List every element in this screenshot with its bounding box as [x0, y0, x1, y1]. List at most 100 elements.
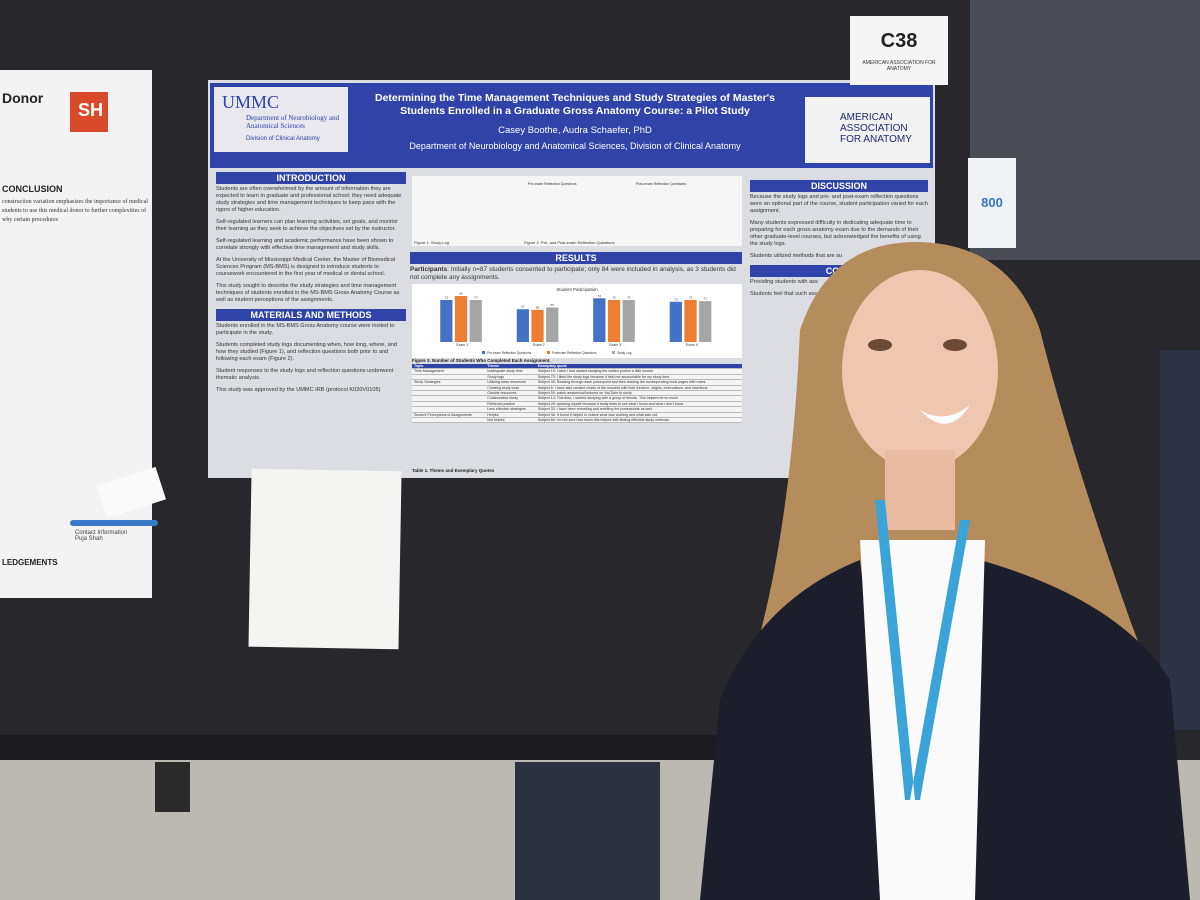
table-row: Student Perceptions of Assignments Helpfu… — [412, 412, 742, 419]
value-label: 56 — [536, 305, 540, 309]
left-text: construction variation emphasizes the im… — [2, 199, 148, 223]
section-heading: DISCUSSION — [750, 180, 928, 192]
shirt — [860, 540, 985, 900]
left-logo-box — [70, 92, 108, 132]
paragraph: Students completed study logs documentin… — [216, 342, 397, 362]
table-row: Creating study tools Subject 6: I have al… — [412, 385, 742, 392]
left-column: INTRODUCTION Students are often overwhel… — [216, 170, 406, 470]
value-label: 76 — [598, 294, 602, 298]
side-tag — [968, 158, 1016, 248]
paragraph: Students feel that such ass — [750, 291, 818, 297]
value-label: 73 — [689, 296, 693, 300]
table-header-row: Topic Theme Exemplary quote — [412, 364, 742, 370]
face — [842, 270, 998, 470]
bar — [699, 301, 712, 342]
neck — [885, 450, 955, 530]
figure-heading: Pre-exam Reflection Questions — [528, 182, 577, 186]
results: RESULTS Participants: Initially n=87 stu… — [410, 250, 742, 287]
paragraph: Student responses to the study logs and … — [216, 368, 394, 381]
x-tick-label: Exam 2 — [533, 343, 545, 347]
table-row: Time Management Inadequate study time Subj… — [412, 368, 742, 375]
value-label: 73 — [474, 296, 478, 300]
table-cell — [412, 385, 486, 392]
table-cell: Retrieval practice — [485, 401, 536, 408]
table-cell: Subject 48: It found it helpful to reali… — [535, 412, 742, 419]
legend-label: Pre-exam Reflection Questions — [487, 351, 532, 355]
table-row: Outside resources Subject 50: watch anato… — [412, 390, 742, 397]
table-cell: Subject 19: I wish I had started studyin… — [535, 368, 742, 375]
paragraph: Students enrolled in the MS-BMS Gross An… — [216, 323, 395, 336]
discussion-text: Because the study logs and pre- and post… — [750, 194, 928, 260]
aaa-logo: AMERICAN ASSOCIATION FOR ANATOMY — [840, 112, 912, 145]
table-cell: Not helpful — [485, 417, 536, 424]
bar — [546, 307, 559, 342]
table-cell: Utilizing class resources — [485, 379, 536, 386]
eye — [943, 339, 967, 351]
table-cell: Subject 29: quizzing myself because it r… — [535, 401, 742, 408]
side-tag-number: 800 — [981, 195, 1003, 210]
participants-label: Participants — [410, 266, 448, 273]
table-cell: Subject 33: I have been rereading and re… — [535, 406, 742, 413]
pen — [70, 520, 158, 526]
legend-swatch — [612, 351, 615, 354]
value-label: 60 — [551, 303, 555, 307]
jacket — [960, 560, 1190, 900]
section-heading: MATERIALS AND METHODS — [216, 309, 406, 321]
x-tick-label: Exam 1 — [456, 343, 468, 347]
figure-heading: Post-exam Reflection Questions — [636, 182, 686, 186]
visitor-legs — [515, 762, 660, 900]
ummc-logo-box — [214, 87, 348, 152]
section-heading: INTRODUCTION — [216, 172, 406, 184]
table-cell: Outside resources — [485, 390, 536, 397]
eye — [868, 339, 892, 351]
table-cell: Inadequate study time — [485, 368, 536, 375]
table-cell: Subject 35: Reading through each powerpo… — [535, 379, 742, 386]
table-header-cell: Theme — [485, 364, 536, 370]
paragraph: Because the study logs and pre- and post… — [750, 194, 928, 214]
table-header-cell: Exemplary quote — [535, 364, 742, 370]
table-cell: Student Perceptions of Assignments — [412, 412, 486, 419]
table-cell: Time Management — [412, 368, 486, 375]
left-heading: LEDGEMENTS — [2, 558, 58, 567]
bar-chart: Student Participation Exam 1 73 80 73 Exam 2 5… — [412, 284, 742, 358]
paragraph: Self-regulated learners can plan learnin… — [216, 219, 398, 232]
value-label: 73 — [445, 296, 449, 300]
business-card — [96, 466, 166, 519]
legend-label: Study Log — [617, 351, 632, 355]
table-row: Retrieval practice Subject 29: quizzing m… — [412, 401, 742, 408]
section-heading: RESULTS — [410, 252, 742, 264]
bar — [454, 296, 468, 342]
table-cell: Helpful — [485, 412, 536, 419]
left-contact: Contact Information Puja Shah — [75, 530, 128, 542]
booth-org: AMERICAN ASSOCIATION FOR ANATOMY — [862, 60, 936, 72]
intro-text: Students are often overwhelmed by the am… — [216, 186, 406, 304]
value-label: 57 — [521, 305, 525, 309]
table-header-cell: Topic — [412, 364, 486, 370]
figure-caption: Figure 1. Study Log — [414, 240, 449, 245]
table-cell: Subject 14: This time, I started studyin… — [535, 395, 742, 402]
bar — [531, 309, 544, 342]
legend-label: Postexam Reflection Questions — [552, 351, 597, 355]
poster-title: Determining the Time Management Techniqu… — [374, 92, 776, 117]
table-cell — [412, 401, 486, 408]
bystander — [1160, 350, 1200, 730]
table-cell — [412, 374, 486, 381]
paragraph: Providing students with ass — [750, 279, 818, 285]
value-label: 70 — [674, 297, 678, 301]
table: Topic Theme Exemplary quote Time Management… — [412, 364, 742, 424]
value-label: 73 — [612, 296, 616, 300]
table-cell — [412, 406, 486, 413]
lanyard — [875, 500, 970, 800]
paragraph: Self-regulated learning and academic per… — [216, 238, 394, 251]
paragraph: Many students expressed difficulty in de… — [750, 220, 921, 247]
jacket — [700, 560, 900, 900]
value-label: 80 — [459, 292, 463, 296]
legend-swatch — [547, 351, 550, 354]
left-logo: SH — [78, 100, 104, 120]
bar — [593, 298, 606, 342]
paragraph: Students are often overwhelmed by the am… — [216, 186, 402, 213]
table-row: Less effective strategies Subject 33: I h… — [412, 406, 742, 413]
table-row: Study Strategies Utilizing class resource… — [412, 379, 742, 386]
